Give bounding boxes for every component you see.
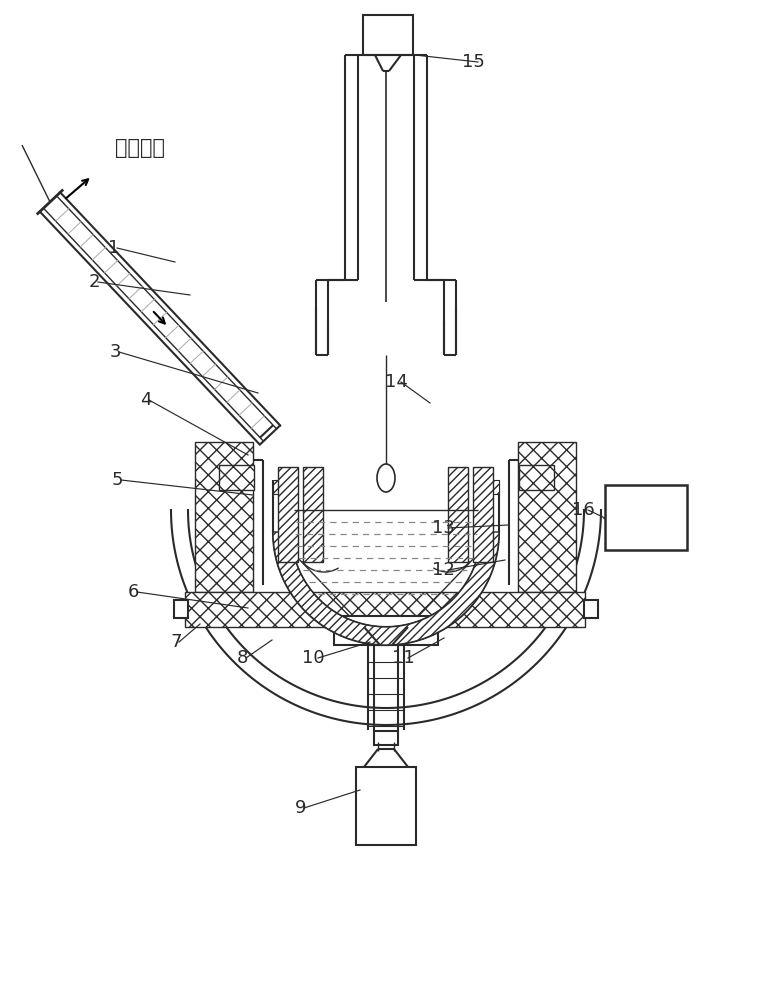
- Bar: [334, 631, 438, 645]
- Bar: [584, 600, 598, 618]
- Bar: [278, 467, 298, 562]
- Bar: [518, 442, 576, 592]
- Bar: [519, 465, 554, 490]
- Bar: [473, 467, 493, 562]
- Bar: [303, 467, 323, 562]
- Text: 4: 4: [140, 391, 152, 409]
- Text: 13: 13: [432, 519, 455, 537]
- Text: 3: 3: [110, 343, 121, 361]
- Text: 8: 8: [237, 649, 248, 667]
- Text: 5: 5: [112, 471, 124, 489]
- Bar: [605, 485, 687, 550]
- Bar: [363, 15, 413, 55]
- Bar: [356, 767, 416, 845]
- Text: 10: 10: [302, 649, 325, 667]
- Bar: [374, 731, 398, 745]
- Bar: [448, 467, 468, 562]
- Text: 1: 1: [108, 239, 119, 257]
- Bar: [334, 616, 438, 630]
- Text: 2: 2: [89, 273, 100, 291]
- Ellipse shape: [377, 464, 395, 492]
- Bar: [174, 600, 188, 618]
- Bar: [185, 592, 585, 627]
- Bar: [219, 465, 254, 490]
- Text: 14: 14: [385, 373, 408, 391]
- Text: 16: 16: [572, 501, 594, 519]
- Bar: [273, 480, 291, 494]
- Text: 高纯硬烷: 高纯硬烷: [115, 138, 165, 158]
- Text: 7: 7: [170, 633, 182, 651]
- Bar: [195, 442, 253, 592]
- Wedge shape: [273, 532, 499, 645]
- Text: 9: 9: [295, 799, 307, 817]
- Text: 15: 15: [462, 53, 485, 71]
- Text: 11: 11: [392, 649, 415, 667]
- Text: 12: 12: [432, 561, 455, 579]
- Text: 6: 6: [128, 583, 139, 601]
- Bar: [481, 480, 499, 494]
